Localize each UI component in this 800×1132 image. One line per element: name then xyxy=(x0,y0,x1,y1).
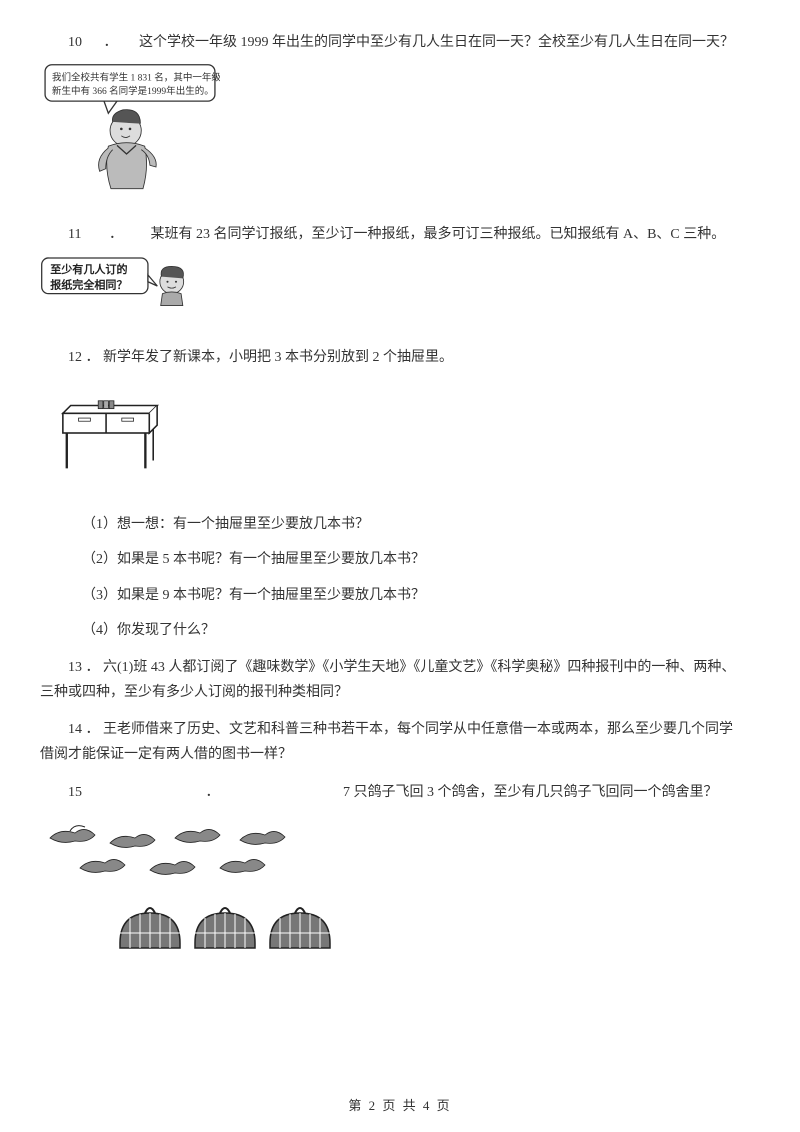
q12-sub4: （4）你发现了什么？ xyxy=(82,618,760,643)
q12-dot: ． xyxy=(86,350,100,365)
q15-illustration xyxy=(40,813,760,972)
q12-sub3: （3）如果是 9 本书呢？有一个抽屉里至少要放几本书？ xyxy=(82,583,760,608)
student-speech-svg: 至少有几人订的 报纸完全相同？ xyxy=(40,256,210,316)
q10-text: 这个学校一年级 1999 年出生的同学中至少有几人生日在同一天？全校至少有几人生… xyxy=(139,35,734,50)
page-footer: 第 2 页 共 4 页 xyxy=(0,1094,800,1117)
question-12: 12 ． 新学年发了新课本，小明把 3 本书分别放到 2 个抽屉里。 xyxy=(40,345,760,370)
q11-number: 11 xyxy=(68,227,81,242)
svg-text:我们全校共有学生 1 831 名，其中一年级: 我们全校共有学生 1 831 名，其中一年级 xyxy=(52,72,220,84)
q10-illustration: 我们全校共有学生 1 831 名，其中一年级 新生中有 366 名同学是1999… xyxy=(40,63,760,202)
question-11: 11 ． 某班有 23 名同学订报纸，至少订一种报纸，最多可订三种报纸。已知报纸… xyxy=(40,222,760,247)
q12-sub2: （2）如果是 5 本书呢？有一个抽屉里至少要放几本书？ xyxy=(82,547,760,572)
q11-text: 某班有 23 名同学订报纸，至少订一种报纸，最多可订三种报纸。已知报纸有 A、B… xyxy=(150,227,725,242)
q11-dot: ． xyxy=(109,227,123,242)
q12-number: 12 xyxy=(68,350,82,365)
svg-text:至少有几人订的: 至少有几人订的 xyxy=(50,262,127,276)
q14-cont: 借阅才能保证一定有两人借的图书一样？ xyxy=(40,742,760,767)
question-15: 15 ． 7 只鸽子飞回 3 个鸽舍，至少有几只鸽子飞回同一个鸽舍里？ xyxy=(40,780,760,805)
q14-text: 王老师借来了历史、文艺和科普三种书若干本，每个同学从中任意借一本或两本，那么至少… xyxy=(103,722,733,737)
q12-desk-illustration xyxy=(40,378,760,502)
q15-dot: ． xyxy=(206,785,220,800)
teacher-speech-svg: 我们全校共有学生 1 831 名，其中一年级 新生中有 366 名同学是1999… xyxy=(40,63,220,193)
pigeons-svg xyxy=(40,813,420,963)
q15-text: 7 只鸽子飞回 3 个鸽舍，至少有几只鸽子飞回同一个鸽舍里？ xyxy=(343,785,718,800)
q13-cont: 三种或四种，至少有多少人订阅的报刊种类相同？ xyxy=(40,680,760,705)
svg-text:报纸完全相同？: 报纸完全相同？ xyxy=(50,277,127,291)
q14-number: 14 xyxy=(68,722,82,737)
svg-text:新生中有 366 名同学是1999年出生的。: 新生中有 366 名同学是1999年出生的。 xyxy=(52,85,214,97)
q14-dot: ． xyxy=(86,722,100,737)
q12-text: 新学年发了新课本，小明把 3 本书分别放到 2 个抽屉里。 xyxy=(103,350,453,365)
desk-svg xyxy=(55,388,165,478)
q13-dot: ． xyxy=(86,660,100,675)
question-14: 14 ． 王老师借来了历史、文艺和科普三种书若干本，每个同学从中任意借一本或两本… xyxy=(40,717,760,742)
q12-sub1: （1）想一想：有一个抽屉里至少要放几本书？ xyxy=(82,512,760,537)
q13-number: 13 xyxy=(68,660,82,675)
question-10: 10 ． 这个学校一年级 1999 年出生的同学中至少有几人生日在同一天？全校至… xyxy=(40,30,760,55)
q10-number: 10 xyxy=(68,35,82,50)
q15-number: 15 xyxy=(68,785,82,800)
question-13: 13 ． 六(1)班 43 人都订阅了《趣味数学》《小学生天地》《儿童文艺》《科… xyxy=(40,655,760,680)
q11-illustration: 至少有几人订的 报纸完全相同？ xyxy=(40,256,760,325)
q10-dot: ． xyxy=(104,35,118,50)
q13-text: 六(1)班 43 人都订阅了《趣味数学》《小学生天地》《儿童文艺》《科学奥秘》四… xyxy=(103,660,735,675)
